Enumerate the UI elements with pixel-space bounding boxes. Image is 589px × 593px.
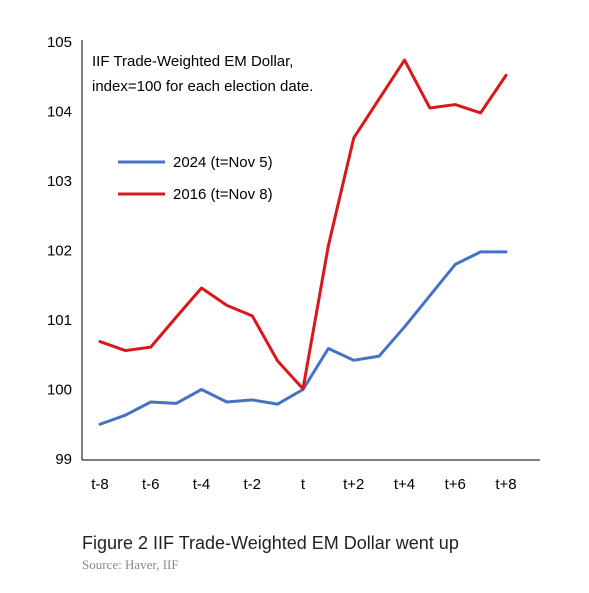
y-tick-label: 99 (55, 451, 72, 468)
series-line-2024 (98, 250, 508, 426)
x-tick-label: t-6 (142, 476, 160, 493)
figure-caption: Figure 2 IIF Trade-Weighted EM Dollar we… (82, 533, 459, 553)
legend: 2024 (t=Nov 5) 2016 (t=Nov 8) (118, 154, 273, 203)
y-tick-label: 104 (47, 104, 72, 121)
x-tick-label: t-8 (91, 476, 109, 493)
y-tick-label: 102 (47, 243, 72, 260)
x-tick-label: t+4 (394, 476, 415, 493)
chart-annotation-line-2: index=100 for each election date. (92, 78, 313, 95)
y-tick-label: 101 (47, 312, 72, 329)
x-tick-labels: t-8 t-6 t-4 t-2 t t+2 t+4 t+6 t+8 (91, 476, 516, 493)
line-chart: 99 100 101 102 103 104 105 t-8 t-6 t-4 t-2 t t+2 t+4… (47, 34, 540, 493)
x-tick-label: t+8 (495, 476, 516, 493)
x-tick-label: t-2 (243, 476, 261, 493)
x-tick-label: t+6 (445, 476, 466, 493)
series-lines (98, 58, 508, 426)
series-line-2016 (98, 58, 508, 391)
legend-label: 2016 (t=Nov 8) (173, 186, 273, 203)
legend-label: 2024 (t=Nov 5) (173, 154, 273, 171)
x-tick-label: t+2 (343, 476, 364, 493)
y-tick-labels: 99 100 101 102 103 104 105 (47, 34, 72, 468)
y-tick-label: 103 (47, 173, 72, 190)
y-tick-label: 105 (47, 34, 72, 51)
x-tick-label: t (301, 476, 306, 493)
chart-annotation-line-1: IIF Trade-Weighted EM Dollar, (92, 53, 293, 70)
figure-source: Source: Haver, IIF (82, 557, 179, 572)
x-tick-label: t-4 (193, 476, 211, 493)
y-tick-label: 100 (47, 382, 72, 399)
